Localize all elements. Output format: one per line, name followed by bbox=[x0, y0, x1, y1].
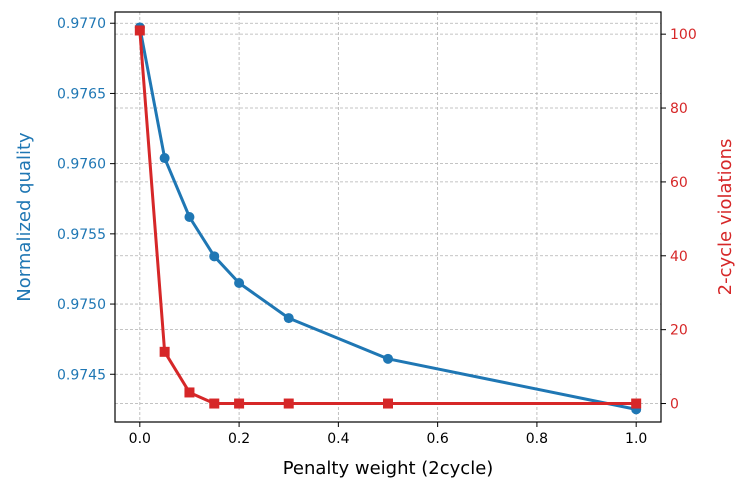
x-tick-label: 0.2 bbox=[228, 431, 250, 447]
right-tick-label: 60 bbox=[670, 175, 688, 191]
left-y-axis: 0.9745 0.9750 0.9755 0.9760 0.9765 0.9770 bbox=[57, 16, 115, 383]
grid bbox=[115, 12, 661, 422]
left-tick-label: 0.9750 bbox=[57, 297, 106, 313]
left-y-axis-label: Normalized quality bbox=[14, 132, 35, 302]
right-tick-label: 20 bbox=[670, 323, 688, 339]
data-point-right bbox=[209, 398, 220, 409]
data-point-left bbox=[159, 153, 170, 164]
data-point-left bbox=[234, 277, 245, 288]
data-point-left bbox=[383, 353, 393, 364]
right-y-axis: 0 20 40 60 80 100 bbox=[661, 27, 697, 413]
data-point-right bbox=[234, 398, 245, 409]
left-tick-label: 0.9755 bbox=[57, 227, 106, 243]
right-y-axis-label: 2-cycle violations bbox=[715, 139, 736, 296]
left-tick-label: 0.9765 bbox=[57, 86, 106, 102]
x-tick-label: 0.6 bbox=[427, 431, 449, 447]
left-tick-label: 0.9745 bbox=[57, 367, 106, 383]
x-tick-label: 0.4 bbox=[327, 431, 349, 447]
x-tick-label: 1.0 bbox=[625, 431, 647, 447]
plot-frame bbox=[114, 11, 662, 423]
left-tick-label: 0.9760 bbox=[57, 157, 106, 173]
x-tick-label: 0.0 bbox=[129, 431, 151, 447]
left-tick-label: 0.9770 bbox=[57, 16, 106, 32]
right-tick-label: 100 bbox=[670, 27, 697, 43]
x-tick-label: 0.8 bbox=[526, 431, 548, 447]
right-tick-label: 0 bbox=[670, 397, 679, 413]
data-point-right bbox=[134, 25, 145, 36]
data-point-left bbox=[184, 212, 195, 222]
data-point-right bbox=[283, 398, 294, 409]
data-point-right bbox=[159, 346, 170, 357]
right-tick-label: 40 bbox=[670, 249, 688, 265]
right-tick-label: 80 bbox=[670, 101, 688, 117]
data-point-right bbox=[631, 398, 642, 409]
data-point-left bbox=[283, 313, 294, 324]
x-axis-label: Penalty weight (2cycle) bbox=[283, 458, 494, 479]
data-point-left bbox=[209, 251, 220, 262]
series-layer bbox=[134, 22, 642, 415]
data-point-right bbox=[184, 387, 195, 398]
data-point-right bbox=[383, 398, 393, 409]
series-line-right bbox=[138, 30, 637, 406]
x-axis: 0.0 0.2 0.4 0.6 0.8 1.0 bbox=[129, 422, 647, 447]
series-line-left bbox=[138, 27, 637, 411]
